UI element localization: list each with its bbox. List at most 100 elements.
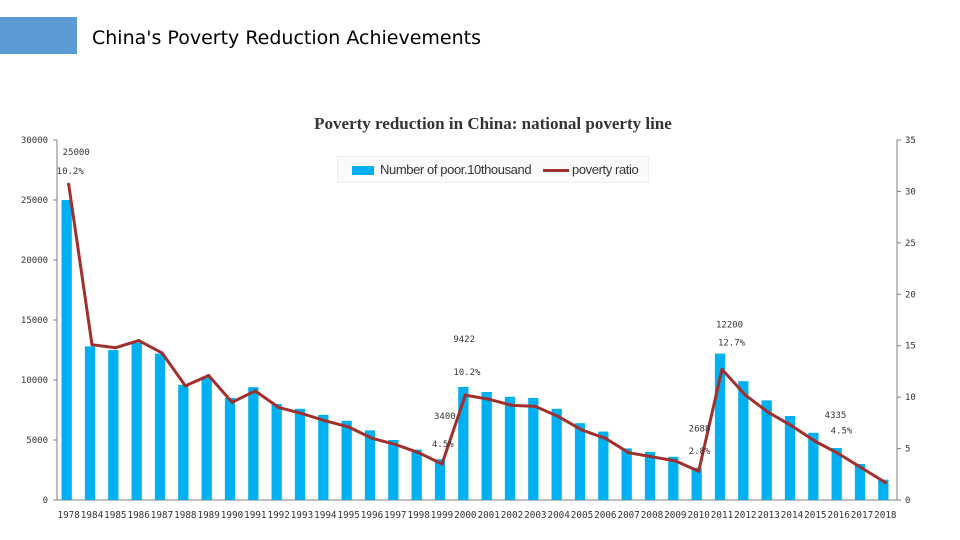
- x-tick-label-2001: 2001: [477, 510, 499, 521]
- point-ratio-2017: [860, 466, 864, 470]
- data-label-2016: 4.5%: [831, 427, 853, 437]
- point-ratio-1996: [370, 436, 374, 440]
- bar-poor-2003: [528, 398, 539, 500]
- x-tick-label-2010: 2010: [687, 510, 709, 521]
- legend-label-bar: Number of poor.10thousand: [380, 162, 532, 177]
- point-ratio-2012: [743, 393, 747, 397]
- point-ratio-1993: [300, 412, 304, 416]
- bar-poor-2001: [481, 392, 492, 500]
- point-ratio-1986: [137, 338, 141, 343]
- y-right-tick-label: 10: [905, 393, 916, 403]
- data-label-1978: 25000: [63, 148, 90, 158]
- bar-poor-1993: [294, 408, 306, 500]
- point-ratio-1998: [417, 451, 421, 455]
- data-label-1999: 4.5%: [432, 440, 454, 450]
- data-label-1978: 10.2%: [57, 167, 85, 177]
- x-tick-label-1987: 1987: [151, 510, 173, 521]
- point-ratio-1984: [90, 343, 94, 347]
- point-ratio-1995: [347, 425, 351, 429]
- legend-swatch-bar: [352, 166, 374, 175]
- x-tick-label-2017: 2017: [851, 510, 873, 521]
- x-tick-label-2014: 2014: [781, 510, 804, 521]
- x-tick-label-2011: 2011: [711, 510, 733, 521]
- bar-poor-2007: [621, 448, 632, 500]
- x-tick-label-1996: 1996: [361, 510, 383, 521]
- point-ratio-1978: [67, 182, 71, 186]
- x-tick-label-1985: 1985: [104, 510, 126, 521]
- bar-poor-1984: [84, 346, 96, 500]
- point-ratio-2001: [487, 397, 491, 401]
- bar-poor-2015: [808, 432, 819, 500]
- y-left-tick-label: 25000: [21, 196, 48, 206]
- bar-poor-2013: [761, 400, 772, 500]
- data-label-1999: 3400: [434, 412, 456, 422]
- point-ratio-1997: [393, 442, 397, 447]
- bar-poor-2010: [691, 467, 702, 500]
- bar-poor-1978: [61, 200, 72, 500]
- y-left-tick-label: 5000: [26, 436, 48, 446]
- bar-poor-1987: [154, 353, 166, 500]
- point-ratio-2000: [463, 393, 467, 397]
- bar-poor-2014: [784, 416, 796, 500]
- point-ratio-2013: [767, 410, 771, 415]
- x-tick-label-1991: 1991: [244, 510, 266, 521]
- point-ratio-2002: [510, 403, 514, 407]
- point-ratio-2014: [790, 424, 794, 428]
- point-ratio-2015: [813, 439, 817, 443]
- bar-poor-2002: [504, 396, 516, 500]
- point-ratio-2018: [883, 480, 887, 485]
- page-title: China's Poverty Reduction Achievements: [92, 27, 481, 49]
- bar-poor-1989: [201, 377, 212, 500]
- data-label-2011: 12200: [716, 321, 743, 331]
- point-ratio-1987: [160, 351, 164, 355]
- point-ratio-2007: [627, 451, 631, 455]
- y-left-tick-label: 20000: [21, 256, 48, 266]
- bar-poor-2005: [574, 423, 586, 500]
- x-tick-label-2016: 2016: [827, 510, 849, 521]
- legend-swatch-line: [543, 169, 569, 172]
- bar-poor-1996: [364, 430, 376, 500]
- x-tick-label-1986: 1986: [127, 510, 149, 521]
- x-tick-label-1994: 1994: [314, 510, 337, 521]
- y-right-tick-label: 20: [905, 290, 916, 300]
- x-tick-label-1990: 1990: [221, 510, 243, 521]
- x-tick-label-1993: 1993: [291, 510, 313, 521]
- y-left-tick-label: 15000: [21, 316, 48, 326]
- header-accent-block: [0, 17, 77, 54]
- x-tick-label-2000: 2000: [454, 510, 476, 521]
- bar-poor-1997: [388, 440, 399, 500]
- point-ratio-1989: [207, 373, 211, 378]
- bar-poor-2016: [831, 447, 842, 500]
- bar-poor-2008: [644, 452, 656, 500]
- x-tick-label-2005: 2005: [571, 510, 593, 521]
- data-label-2010: 2.8%: [689, 447, 711, 457]
- point-ratio-1992: [277, 405, 281, 410]
- bar-poor-2006: [598, 431, 609, 500]
- x-tick-label-2003: 2003: [524, 510, 546, 521]
- y-right-tick-label: 0: [905, 496, 910, 506]
- x-tick-label-1995: 1995: [337, 510, 359, 521]
- y-left-tick-label: 10000: [21, 376, 48, 386]
- bar-poor-2000: [458, 386, 469, 500]
- x-tick-label-2008: 2008: [641, 510, 663, 521]
- data-label-2000: 10.2%: [453, 368, 481, 378]
- x-tick-label-1978: 1978: [57, 510, 79, 521]
- bar-poor-1998: [411, 449, 422, 500]
- bar-poor-1992: [271, 404, 282, 500]
- x-tick-label-2006: 2006: [594, 510, 616, 521]
- chart-legend: Number of poor.10thousand poverty ratio: [337, 156, 649, 183]
- x-tick-label-2018: 2018: [874, 510, 896, 521]
- bar-poor-1990: [224, 398, 236, 500]
- y-right-tick-label: 15: [905, 342, 916, 352]
- bar-poor-1995: [341, 420, 352, 500]
- bar-poor-1999: [434, 459, 446, 500]
- x-tick-label-2013: 2013: [757, 510, 779, 521]
- y-left-tick-label: 0: [43, 496, 48, 506]
- point-ratio-2009: [673, 459, 677, 463]
- legend-label-line: poverty ratio: [572, 162, 639, 177]
- point-ratio-1988: [183, 384, 187, 388]
- x-tick-label-1989: 1989: [197, 510, 219, 521]
- x-tick-label-1999: 1999: [431, 510, 453, 521]
- bar-poor-1994: [318, 414, 329, 500]
